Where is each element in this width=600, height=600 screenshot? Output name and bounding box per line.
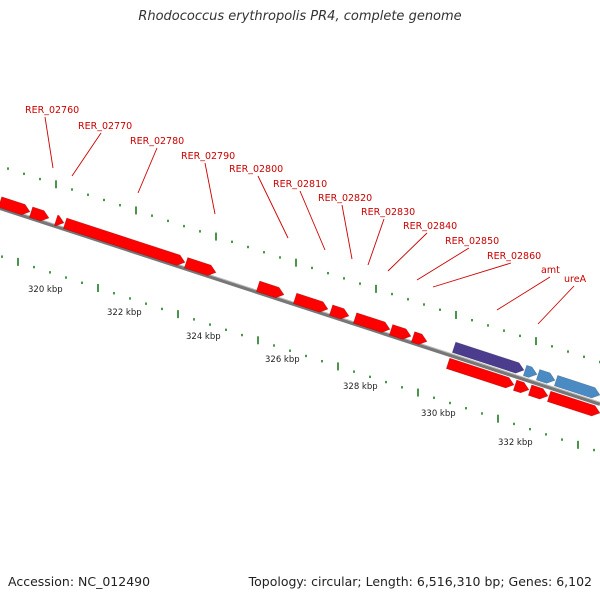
gene-label-rer-02810[interactable]: RER_02810 [273, 179, 327, 190]
position-label-320kbp: 320 kbp [28, 285, 63, 295]
gene-label-rer-02780[interactable]: RER_02780 [130, 136, 184, 147]
leader-line [432, 262, 512, 288]
gene-label-rer-02860[interactable]: RER_02860 [487, 251, 541, 262]
gene-arrow [445, 357, 515, 389]
gene-arrow [546, 390, 600, 417]
gene-arrow-amt [451, 341, 525, 374]
leader-line [387, 232, 428, 272]
gene-arrow [512, 379, 530, 394]
gene-arrow [352, 312, 391, 333]
position-label-326kbp: 326 kbp [265, 355, 300, 365]
gene-label-rer-02800[interactable]: RER_02800 [229, 164, 283, 175]
gene-arrow [183, 257, 217, 276]
upper-tick-track [7, 167, 600, 364]
gene-label-rer-02840[interactable]: RER_02840 [403, 221, 457, 232]
genome-summary-text: Topology: circular; Length: 6,516,310 bp… [248, 574, 592, 589]
leader-line [537, 285, 575, 325]
leader-line [71, 132, 102, 177]
leader-line [367, 218, 385, 266]
gene-arrow [553, 375, 600, 399]
gene-label-rer-02760[interactable]: RER_02760 [25, 105, 79, 116]
gene-arrow [53, 214, 65, 227]
gene-arrow [28, 206, 50, 222]
gene-arrow [0, 196, 31, 216]
gene-label-rer-02850[interactable]: RER_02850 [445, 236, 499, 247]
gene-arrow [388, 324, 412, 340]
gene-arrow [527, 384, 549, 400]
gene-label-rer-02820[interactable]: RER_02820 [318, 193, 372, 204]
gene-arrow [410, 331, 428, 345]
map-title: Rhodococcus erythropolis PR4, complete g… [138, 9, 462, 24]
leader-line [496, 276, 551, 311]
gene-label-rer-02790[interactable]: RER_02790 [181, 151, 235, 162]
position-label-328kbp: 328 kbp [343, 382, 378, 392]
position-label-332kbp: 332 kbp [498, 438, 533, 448]
gene-arrow-urea [522, 364, 538, 378]
lower-tick-track [1, 255, 595, 452]
accession-text: Accession: NC_012490 [8, 574, 151, 589]
leader-line [341, 204, 353, 260]
gene-label-urea[interactable]: ureA [564, 274, 587, 285]
leader-line [257, 175, 289, 239]
gene-arrow [292, 292, 329, 313]
gene-label-rer-02770[interactable]: RER_02770 [78, 121, 132, 132]
position-label-322kbp: 322 kbp [107, 308, 142, 318]
gene-label-rer-02830[interactable]: RER_02830 [361, 207, 415, 218]
position-label-group: 320 kbp 322 kbp 324 kbp 326 kbp 328 kbp … [28, 285, 533, 448]
gene-label-group: RER_02760 RER_02770 RER_02780 RER_02790 … [25, 105, 587, 285]
gene-arrow [328, 304, 350, 320]
leader-line [44, 116, 54, 169]
label-leader-lines [44, 116, 575, 325]
gene-arrow [535, 369, 556, 384]
leader-line [204, 162, 216, 215]
leader-line [416, 247, 470, 281]
gene-label-amt[interactable]: amt [541, 265, 560, 276]
position-label-330kbp: 330 kbp [421, 409, 456, 419]
leader-line [299, 190, 326, 251]
genome-backbone [0, 206, 600, 406]
position-label-324kbp: 324 kbp [186, 332, 221, 342]
gene-arrow [62, 217, 186, 266]
gene-track [0, 196, 600, 417]
leader-line [137, 147, 158, 194]
gene-arrow [255, 280, 285, 299]
